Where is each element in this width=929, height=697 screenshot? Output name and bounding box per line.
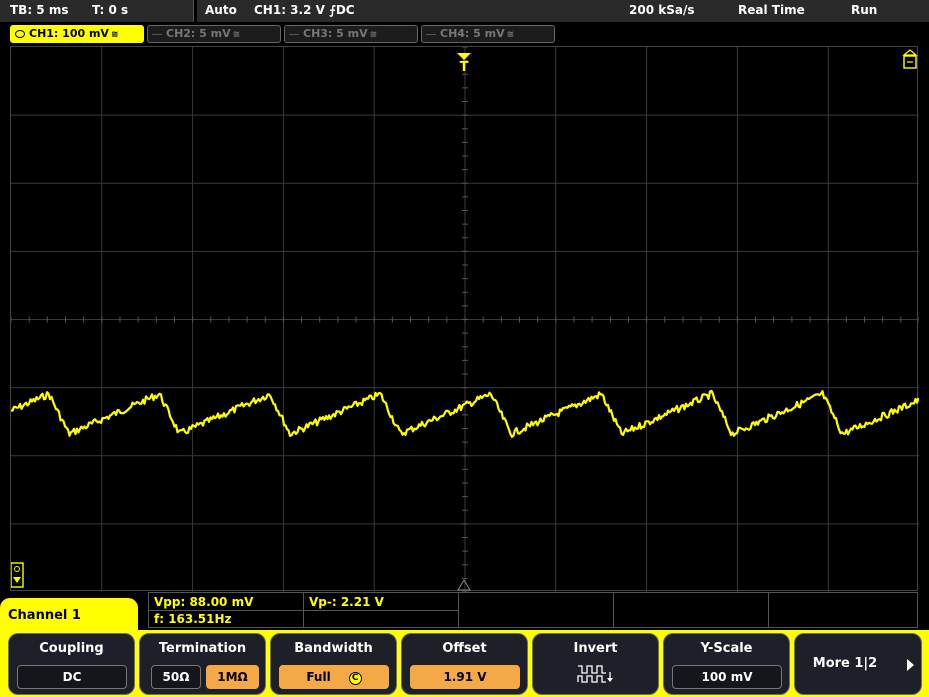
tab-ch2[interactable]: CH2: 5 mV ≅ (147, 25, 281, 43)
more-title: More 1|2 (812, 656, 878, 671)
tab-ch2-label: CH2: 5 mV (166, 27, 231, 40)
meas-cell-3 (459, 593, 614, 627)
bandwidth-softkey[interactable]: Bandwidth Full C (270, 633, 397, 695)
termination-title: Termination (158, 641, 247, 656)
coupling-softkey[interactable]: Coupling DC (8, 633, 135, 695)
active-channel-label[interactable]: Channel 1 (0, 598, 138, 630)
trigger-source: CH1: 3.2 V ⨍DC (254, 3, 355, 17)
coupling-title: Coupling (39, 641, 104, 656)
bandwidth-title: Bandwidth (294, 641, 373, 656)
tab-ch3[interactable]: CH3: 5 mV ≅ (284, 25, 418, 43)
offset-softkey[interactable]: Offset 1.91 V (401, 633, 528, 695)
invert-softkey[interactable]: Invert (532, 633, 659, 695)
coupling-icon: ≅ (369, 30, 378, 40)
sample-rate: 200 kSa/s (629, 3, 695, 17)
offset-value: 1.91 V (410, 665, 520, 689)
coupling-icon: ≅ (506, 30, 515, 40)
trigger-level-icon[interactable] (902, 49, 918, 69)
termination-1mohm[interactable]: 1MΩ (206, 665, 259, 689)
meas-cell-5 (769, 593, 919, 627)
y-scale-title: Y-Scale (700, 641, 753, 656)
tab-ch4[interactable]: CH4: 5 mV ≅ (421, 25, 555, 43)
invert-waveform-icon (577, 665, 613, 683)
bandwidth-value: Full (306, 670, 331, 684)
channel-tabs: CH1: 100 mV ≅ CH2: 5 mV ≅ CH3: 5 mV ≅ CH4: … (0, 23, 929, 45)
coupling-value: DC (17, 665, 127, 689)
ch1-trace (11, 389, 919, 438)
trigger-bottom-marker (457, 579, 471, 591)
channel-off-icon (289, 34, 299, 42)
invert-title: Invert (573, 641, 618, 656)
timebase-readout: TB: 5 ms (10, 3, 69, 17)
status-bar: TB: 5 ms T: 0 s Auto CH1: 3.2 V ⨍DC 200 … (0, 0, 929, 22)
acquisition-mode: Real Time (738, 3, 805, 17)
waveform-svg: T (11, 47, 919, 592)
frequency-measurement: f: 163.51Hz (154, 612, 232, 626)
trigger-position-marker[interactable]: T (457, 53, 471, 75)
meas-cell-4 (614, 593, 769, 627)
coupling-icon: ≅ (232, 30, 241, 40)
bandwidth-value-box: Full C (279, 665, 389, 689)
trigger-time-readout: T: 0 s (92, 3, 129, 17)
coupling-icon: ≅ (110, 30, 119, 40)
tab-ch3-label: CH3: 5 mV (303, 27, 368, 40)
channel-off-icon (426, 34, 436, 42)
chevron-right-icon (907, 659, 914, 671)
more-softkey[interactable]: More 1|2 (794, 633, 922, 695)
run-state: Run (851, 3, 878, 17)
trigger-mode: Auto (205, 3, 237, 17)
tab-ch4-label: CH4: 5 mV (440, 27, 505, 40)
graticule (11, 47, 919, 592)
timebase-panel[interactable]: TB: 5 ms T: 0 s (0, 0, 194, 22)
channel-off-icon (152, 34, 162, 42)
termination-50ohm[interactable]: 50Ω (151, 665, 201, 689)
tab-ch1-label: CH1: 100 mV (29, 27, 109, 40)
y-scale-softkey[interactable]: Y-Scale 100 mV (663, 633, 790, 695)
ch1-offset-marker[interactable] (11, 562, 24, 588)
offset-title: Offset (442, 641, 487, 656)
y-scale-value: 100 mV (672, 665, 782, 689)
vpp-measurement: Vpp: 88.00 mV (154, 595, 254, 609)
trigger-marker-label: T (460, 60, 469, 75)
trigger-panel[interactable]: Auto CH1: 3.2 V ⨍DC 200 kSa/s Real Time … (197, 0, 929, 22)
termination-softkey[interactable]: Termination 50Ω 1MΩ (139, 633, 266, 695)
vp-minus-measurement: Vp-: 2.21 V (309, 595, 384, 609)
channel-on-icon (15, 30, 25, 38)
copyright-badge-icon: C (348, 672, 362, 685)
tab-ch1[interactable]: CH1: 100 mV ≅ (10, 25, 144, 43)
measurement-panel: Vpp: 88.00 mV Vp-: 2.21 V f: 163.51Hz (148, 592, 918, 628)
waveform-display[interactable]: T (10, 46, 919, 592)
